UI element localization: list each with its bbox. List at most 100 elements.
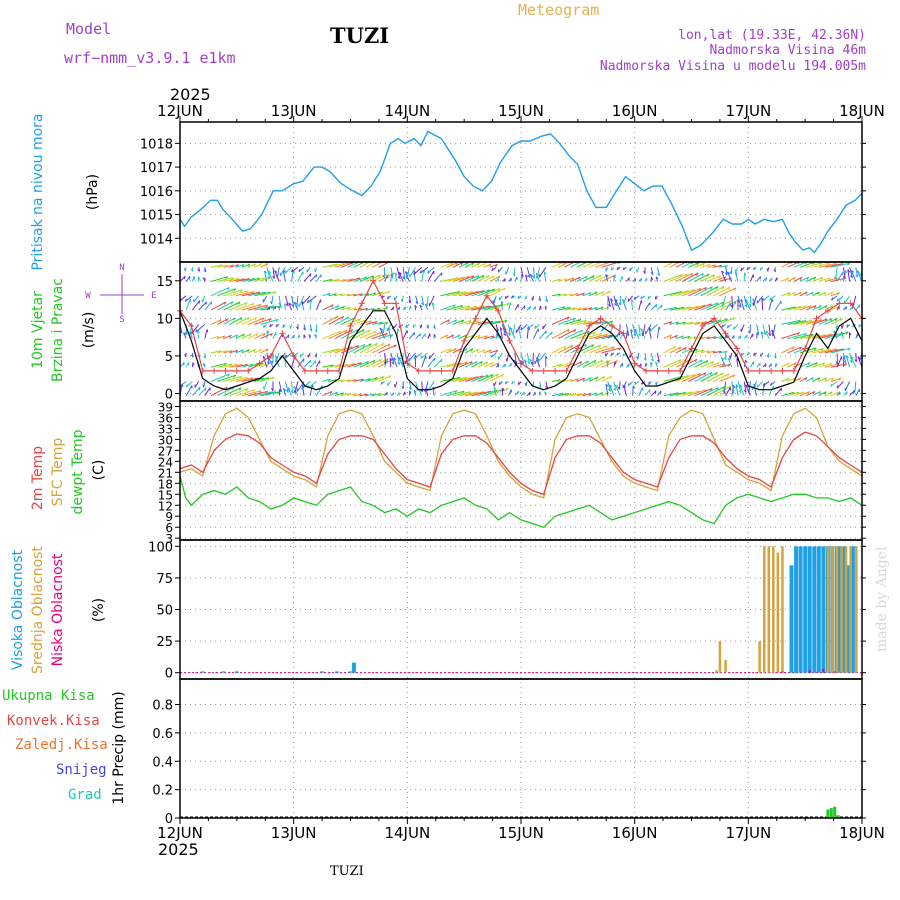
wind-arrow bbox=[198, 301, 207, 311]
wind-arrow-head bbox=[464, 348, 468, 352]
wind-arrow-head bbox=[716, 362, 720, 366]
wind-unit: (m/s) bbox=[81, 312, 97, 349]
wind-arrow-head bbox=[829, 362, 833, 366]
wind-gust-point bbox=[188, 322, 195, 329]
t2m-ylabel: 2m Temp bbox=[30, 446, 46, 510]
wind-gust-point bbox=[654, 367, 661, 374]
wind-arrow bbox=[334, 278, 347, 282]
wind-arrow-head bbox=[566, 316, 570, 320]
wind-arrow-head bbox=[756, 384, 759, 388]
y-tick-label: 39 bbox=[158, 400, 173, 414]
wind-arrow bbox=[452, 391, 472, 397]
wind-arrow bbox=[731, 300, 736, 311]
wind-arrow bbox=[210, 335, 219, 340]
wind-arrow-head bbox=[367, 329, 371, 333]
wind-arrow bbox=[749, 361, 755, 368]
wind-arrow-head bbox=[385, 322, 389, 325]
wind-arrow bbox=[787, 346, 802, 354]
wind-arrow bbox=[483, 275, 495, 282]
wind-arrow bbox=[229, 349, 238, 354]
wind-arrow-head bbox=[747, 388, 750, 392]
compass-west: W bbox=[85, 291, 91, 301]
y-tick-label: 21 bbox=[158, 466, 173, 480]
wind-arrow-head bbox=[489, 263, 492, 267]
wind-arrow bbox=[465, 275, 480, 282]
y-tick-label: 18 bbox=[158, 477, 173, 491]
cloud-high-bar bbox=[789, 565, 794, 673]
wind-arrow bbox=[309, 360, 317, 368]
wind-gust-point bbox=[631, 360, 638, 367]
wind-arrow bbox=[458, 319, 472, 325]
wind-arrow-head bbox=[342, 305, 345, 309]
wind-arrow-head bbox=[253, 263, 256, 267]
wind-arrow bbox=[378, 344, 397, 354]
wind-arrow-head bbox=[487, 275, 490, 279]
wind-arrow bbox=[595, 290, 604, 297]
wind-arrow bbox=[539, 330, 547, 339]
wind-arrow bbox=[471, 274, 485, 282]
wind-gust-point bbox=[790, 367, 797, 374]
wind-arrow-head bbox=[387, 343, 391, 347]
wind-arrow bbox=[520, 352, 525, 364]
wind-arrow-head bbox=[735, 384, 739, 388]
wind-arrow bbox=[334, 346, 353, 354]
wind-arrow-head bbox=[405, 275, 408, 280]
wind-arrow-head bbox=[413, 356, 416, 360]
wind-arrow bbox=[675, 373, 695, 382]
wind-arrow-head bbox=[771, 333, 774, 337]
wind-arrow bbox=[372, 307, 381, 311]
wind-arrow-head bbox=[753, 352, 756, 356]
wind-arrow-head bbox=[405, 324, 408, 328]
wind-arrow-head bbox=[721, 324, 724, 328]
wind-arrow bbox=[722, 295, 727, 308]
wind-arrow-head bbox=[391, 361, 395, 365]
wind-arrow-head bbox=[613, 387, 616, 391]
wind-arrow bbox=[756, 381, 764, 388]
wind-arrow bbox=[700, 274, 715, 282]
wind-arrow-head bbox=[227, 373, 230, 377]
wind-arrow-head bbox=[206, 329, 209, 333]
wind-arrow bbox=[328, 315, 344, 325]
wind-arrow bbox=[264, 270, 268, 282]
wind-arrow bbox=[372, 321, 383, 325]
wind-arrow-head bbox=[362, 329, 365, 333]
wind-arrow bbox=[440, 291, 460, 297]
wind-arrow bbox=[781, 292, 791, 297]
wind-arrow bbox=[551, 379, 561, 382]
wind-arrow bbox=[632, 385, 634, 396]
wind-arrow bbox=[210, 287, 230, 297]
wind-arrow-head bbox=[728, 300, 732, 304]
wind-arrow-head bbox=[819, 262, 823, 266]
wind-arrow-head bbox=[622, 267, 625, 271]
wind-arrow bbox=[315, 274, 322, 282]
wind-arrow bbox=[404, 352, 410, 364]
wind-arrow-head bbox=[291, 268, 294, 273]
wind-arrow bbox=[260, 277, 271, 282]
wind-arrow bbox=[500, 301, 503, 311]
wind-arrow-head bbox=[840, 331, 844, 335]
wind-arrow-head bbox=[824, 391, 827, 395]
wind-arrow-head bbox=[496, 373, 499, 377]
wind-arrow bbox=[471, 262, 480, 268]
wind-arrow-head bbox=[608, 304, 611, 307]
wind-arrow-head bbox=[818, 391, 821, 395]
wind-arrow bbox=[229, 388, 249, 397]
wind-arrow bbox=[681, 272, 699, 282]
wind-arrow bbox=[402, 330, 408, 339]
wind-arrow bbox=[284, 266, 292, 274]
wind-arrow bbox=[413, 352, 423, 360]
wind-arrow-head bbox=[843, 363, 847, 367]
wind-arrow-head bbox=[511, 331, 514, 335]
wind-arrow bbox=[688, 286, 707, 297]
wind-arrow-head bbox=[413, 332, 416, 336]
wind-arrow-head bbox=[270, 301, 273, 305]
wind-arrow-head bbox=[616, 266, 619, 270]
precip-legend-frozen: Zaledj.Kisa bbox=[15, 737, 108, 753]
wind-arrow-head bbox=[716, 286, 719, 290]
wind-arrow bbox=[793, 291, 802, 297]
wind-arrow-head bbox=[491, 374, 494, 378]
wind-arrow bbox=[731, 381, 735, 394]
wind-arrow bbox=[725, 352, 727, 360]
wind-arrow bbox=[799, 276, 810, 282]
precip-total-bar bbox=[836, 815, 840, 818]
